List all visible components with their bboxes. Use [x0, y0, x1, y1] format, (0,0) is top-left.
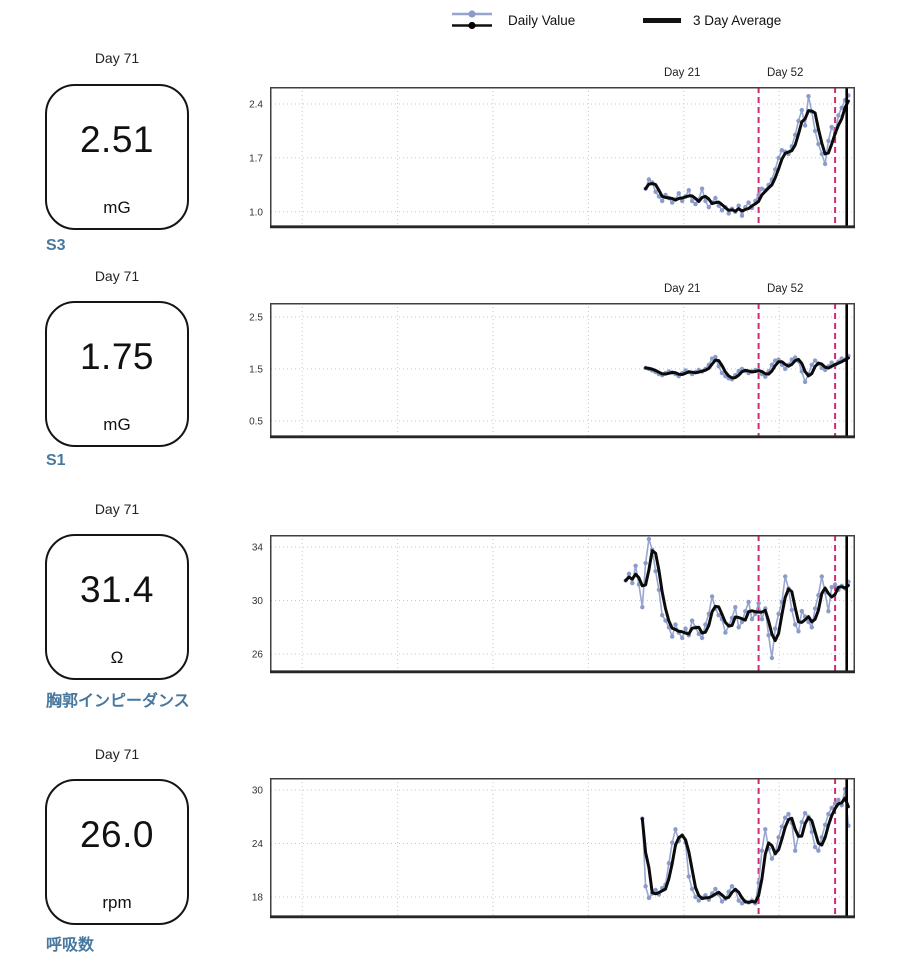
legend-3day-average: 3 Day Average	[643, 6, 781, 34]
day-badge-label: Day 71	[94, 501, 140, 517]
metric-name-label-s1: S1	[46, 452, 66, 469]
y-tick-label: 26	[252, 650, 264, 661]
legend-daily-value-label: Daily Value	[508, 12, 576, 28]
y-tick-label: 1.0	[249, 207, 263, 218]
chart-svg: 1.0 1.7 2.4 Day 21 Day 52	[249, 67, 855, 229]
metric-value-card-impedance: 31.4 Ω	[45, 534, 189, 680]
metric-value: 26.0	[79, 814, 154, 855]
trend-chart-impedance: 26 30 34	[240, 509, 859, 681]
metric-unit: mG	[103, 198, 131, 217]
trend-chart-s1: 0.5 1.5 2.5 Day 21 Day 52	[240, 277, 859, 446]
avg-3day-line	[640, 796, 850, 904]
metric-unit: Ω	[110, 648, 124, 667]
metric-unit: rpm	[102, 893, 132, 912]
chart-svg: 18 24 30	[252, 778, 855, 919]
event-day-label: Day 21	[664, 67, 700, 79]
metric-name-label-respiration: 呼吸数	[46, 937, 95, 954]
day-badge-label: Day 71	[94, 50, 140, 66]
metric-name-label-s3: S3	[46, 237, 66, 254]
legend-daily-value: Daily Value	[450, 6, 575, 34]
metric-unit: mG	[103, 415, 131, 434]
trend-chart-respiration: 18 24 30	[240, 752, 859, 926]
avg-3day-line	[644, 99, 850, 213]
y-tick-label: 30	[252, 596, 264, 607]
metric-value-card-respiration: 26.0 rpm	[45, 779, 189, 925]
event-day-label: Day 52	[767, 67, 803, 79]
y-tick-label: 2.5	[249, 313, 263, 324]
y-tick-label: 2.4	[249, 100, 263, 111]
y-tick-label: 1.5	[249, 364, 263, 375]
y-tick-label: 0.5	[249, 416, 263, 427]
y-tick-label: 24	[252, 839, 264, 850]
metric-value-card-s3: 2.51 mG	[45, 84, 189, 230]
day-badge-label: Day 71	[94, 746, 140, 762]
chart-svg: 0.5 1.5 2.5 Day 21 Day 52	[249, 283, 855, 439]
avg-3day-line	[644, 356, 850, 380]
y-tick-label: 18	[252, 893, 264, 904]
trend-chart-s3: 1.0 1.7 2.4 Day 21 Day 52	[240, 61, 859, 236]
metric-value: 31.4	[79, 569, 154, 610]
event-day-label: Day 52	[767, 283, 803, 295]
legend-3day-average-label: 3 Day Average	[693, 12, 782, 28]
y-tick-label: 1.7	[249, 153, 263, 164]
event-day-label: Day 21	[664, 283, 700, 295]
metric-name-label-impedance: 胸郭インピーダンス	[46, 693, 190, 710]
average-line-icon	[643, 17, 681, 23]
metric-value-card-s1: 1.75 mG	[45, 301, 189, 447]
y-tick-label: 30	[252, 786, 264, 797]
daily-value-line-icon	[452, 10, 492, 30]
metric-value: 1.75	[79, 336, 154, 377]
day-badge-label: Day 71	[94, 268, 140, 284]
y-tick-label: 34	[252, 543, 264, 554]
chart-svg: 26 30 34	[252, 535, 855, 674]
avg-3day-line	[624, 549, 850, 643]
metric-value: 2.51	[79, 119, 154, 160]
